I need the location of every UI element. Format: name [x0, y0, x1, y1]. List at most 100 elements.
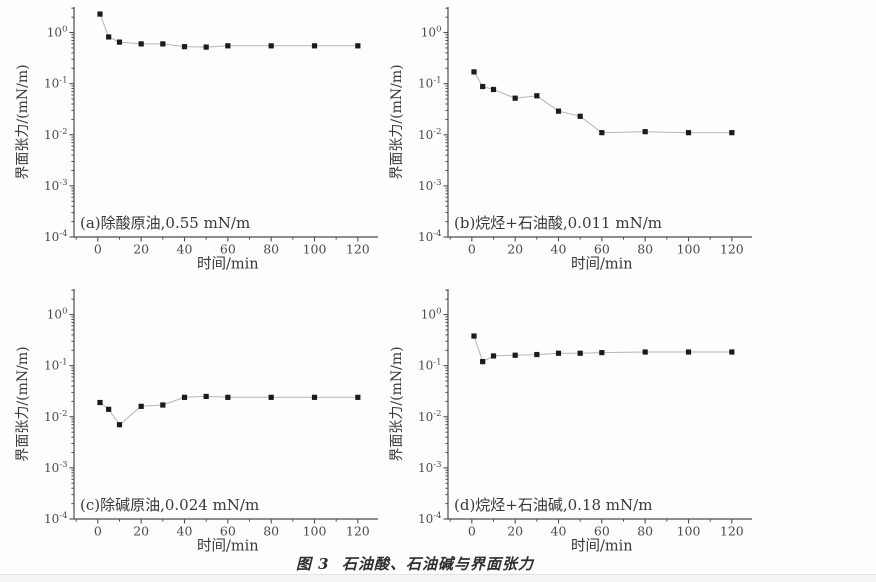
y-tick-label: 10-2	[44, 409, 68, 424]
subplot-label: (d)烷烃+石油碱,0.18 mN/m	[454, 496, 652, 514]
subplot-c: 0 20 40 60 80 100 120 100 10-1 10-2 10-3 10-4 (c)除碱原…	[0, 282, 440, 564]
data-point-marker	[642, 129, 648, 135]
x-axis-ticks: 0 20 40 60 80 100 120	[75, 237, 370, 257]
data-point-marker	[471, 333, 477, 339]
y-axis-title: 界面张力/(mN/m)	[15, 64, 31, 179]
data-point-marker	[355, 394, 361, 400]
x-tick-label: 80	[637, 242, 653, 257]
y-tick-label: 100	[421, 307, 442, 322]
x-tick-label: 120	[720, 242, 744, 257]
data-point-marker	[225, 43, 231, 49]
x-tick-label: 100	[677, 524, 701, 539]
data-point-marker	[106, 406, 112, 412]
y-tick-label: 10-3	[418, 460, 442, 475]
y-tick-label: 100	[47, 25, 68, 40]
y-tick-label: 10-4	[418, 511, 442, 526]
data-point-marker	[225, 394, 231, 400]
y-tick-label: 10-2	[418, 127, 442, 142]
data-point-marker	[512, 95, 518, 101]
subplot-d: 0 20 40 60 80 100 120 100 10-1 10-2 10-3 10-4 (d)烷烃+…	[374, 282, 814, 564]
data-points	[471, 69, 735, 136]
data-point-marker	[268, 394, 274, 400]
x-tick-label: 0	[468, 524, 476, 539]
x-tick-label: 0	[468, 242, 476, 257]
figure-caption: 图 3 石油酸、石油碱与界面张力	[295, 555, 535, 573]
x-tick-label: 40	[177, 242, 193, 257]
x-tick-label: 60	[594, 524, 610, 539]
x-tick-label: 120	[720, 524, 744, 539]
data-point-marker	[685, 130, 692, 136]
data-point-marker	[685, 349, 692, 355]
subplot-c-chart: 0 20 40 60 80 100 120 100 10-1 10-2 10-3 10-4 (c)除碱原…	[15, 289, 378, 555]
y-tick-label: 10-4	[418, 229, 442, 244]
x-tick-label: 60	[594, 242, 610, 257]
data-point-marker	[106, 34, 112, 40]
data-point-marker	[729, 349, 735, 355]
data-point-marker	[471, 69, 477, 75]
x-tick-label: 100	[303, 242, 327, 257]
y-tick-label: 10-1	[418, 358, 442, 373]
y-tick-label: 10-2	[418, 409, 442, 424]
x-tick-label: 40	[551, 242, 567, 257]
subplot-d-chart: 0 20 40 60 80 100 120 100 10-1 10-2 10-3 10-4 (d)烷烃+…	[389, 289, 752, 555]
x-tick-label: 80	[263, 242, 279, 257]
data-point-marker	[577, 113, 583, 119]
data-point-marker	[203, 393, 209, 400]
y-tick-label: 10-4	[44, 229, 68, 244]
data-point-marker	[138, 41, 144, 47]
y-axis-title: 界面张力/(mN/m)	[389, 346, 405, 461]
data-point-marker	[116, 422, 123, 428]
data-point-marker	[577, 350, 583, 356]
data-point-marker	[512, 352, 518, 358]
subplot-label: (b)烷烃+石油酸,0.011 mN/m	[454, 214, 662, 232]
series-line	[473, 71, 732, 134]
x-axis-ticks: 0 20 40 60 80 100 120	[449, 519, 744, 539]
data-point-marker	[355, 43, 361, 49]
axis-lines	[447, 7, 752, 238]
y-tick-label: 10-1	[44, 76, 68, 91]
data-point-marker	[642, 349, 648, 355]
x-axis-title: 时间/min	[571, 538, 633, 555]
x-axis-title: 时间/min	[197, 256, 259, 273]
subplot-label: (a)除酸原油,0.55 mN/m	[80, 214, 250, 232]
y-tick-label: 10-2	[44, 127, 68, 142]
y-tick-label: 10-3	[418, 178, 442, 193]
x-axis-title: 时间/min	[197, 538, 259, 555]
data-point-marker	[490, 353, 497, 359]
subplot-label: (c)除碱原油,0.024 mN/m	[80, 496, 259, 514]
x-tick-label: 0	[94, 524, 102, 539]
subplot-a-chart: 0 20 40 60 80 100 120 100 10-1 10-2 10-3 10-4 (a)除酸原…	[15, 7, 378, 273]
x-tick-label: 120	[346, 242, 370, 257]
y-tick-label: 10-1	[418, 76, 442, 91]
y-axis-ticks: 100 10-1 10-2 10-3 10-4	[418, 289, 448, 526]
axis-lines	[447, 289, 752, 520]
x-axis-title: 时间/min	[571, 256, 633, 273]
y-axis-ticks: 100 10-1 10-2 10-3 10-4	[44, 289, 74, 526]
data-point-marker	[311, 394, 318, 400]
data-points	[471, 333, 735, 365]
x-tick-label: 20	[133, 524, 149, 539]
x-tick-label: 40	[551, 524, 567, 539]
x-tick-label: 60	[220, 524, 236, 539]
x-tick-label: 0	[94, 242, 102, 257]
x-axis-ticks: 0 20 40 60 80 100 120	[75, 519, 370, 539]
data-point-marker	[599, 130, 605, 136]
x-tick-label: 40	[177, 524, 193, 539]
y-axis-title: 界面张力/(mN/m)	[15, 346, 31, 461]
data-point-marker	[203, 44, 209, 50]
data-point-marker	[480, 359, 486, 365]
data-point-marker	[97, 399, 103, 406]
x-axis-ticks: 0 20 40 60 80 100 120	[449, 237, 744, 257]
x-tick-label: 20	[507, 242, 523, 257]
y-axis-ticks: 100 10-1 10-2 10-3 10-4	[44, 7, 74, 244]
data-point-marker	[160, 41, 166, 47]
page-edge-divider	[0, 574, 876, 582]
x-tick-label: 20	[133, 242, 149, 257]
data-point-marker	[181, 394, 188, 400]
data-point-marker	[534, 351, 540, 358]
x-tick-label: 100	[303, 524, 327, 539]
data-point-marker	[480, 83, 486, 90]
data-point-marker	[555, 350, 562, 356]
data-point-marker	[97, 11, 103, 17]
